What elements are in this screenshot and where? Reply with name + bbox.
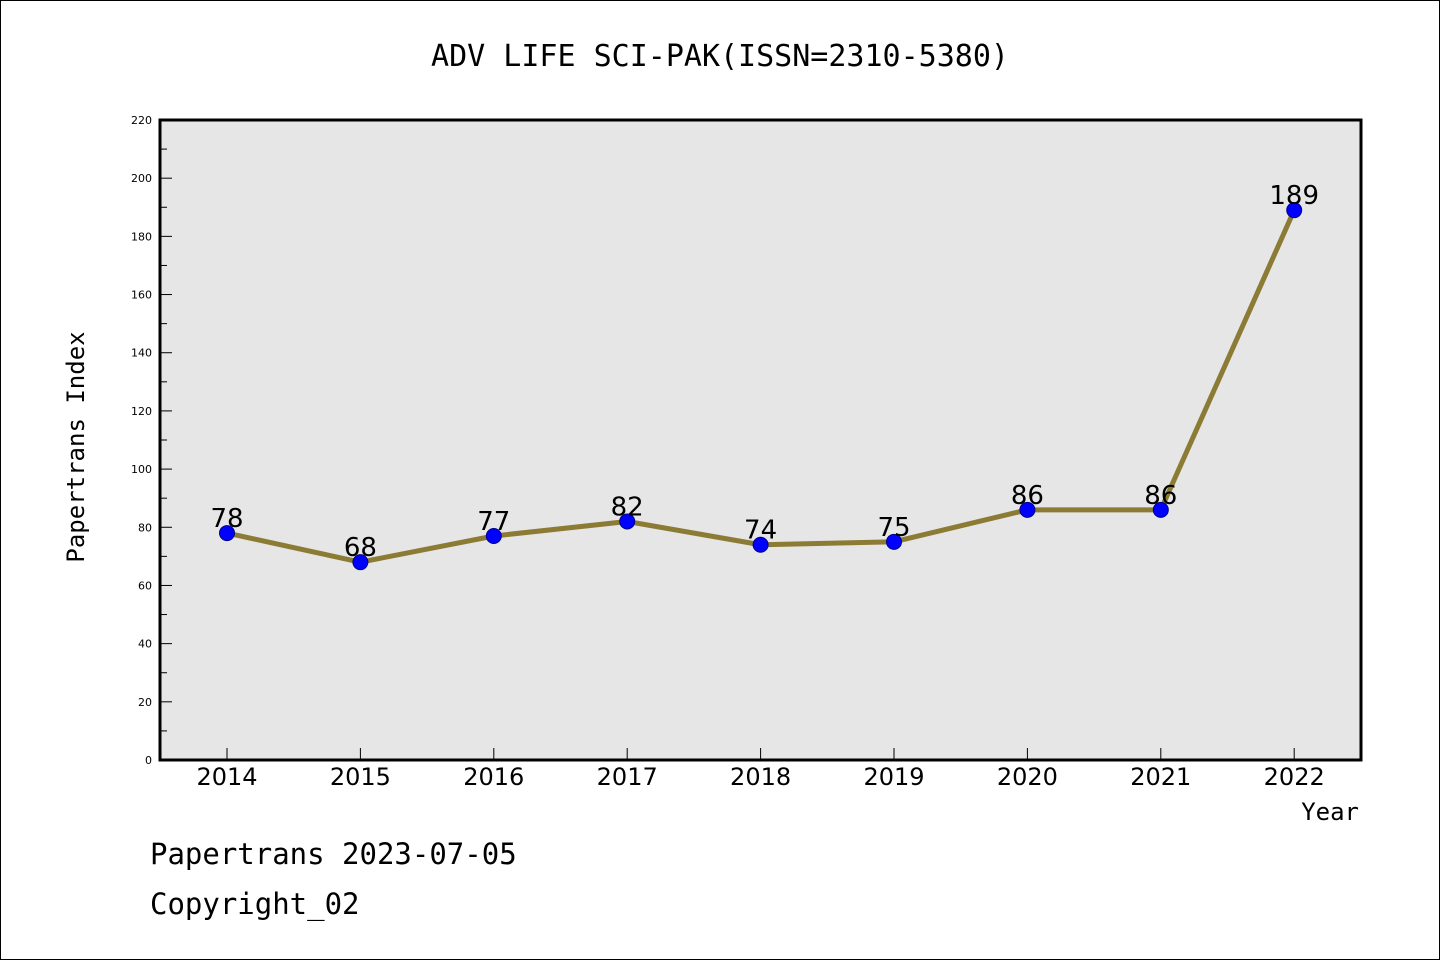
x-axis-label: Year — [1301, 798, 1359, 826]
data-label: 189 — [1269, 181, 1319, 211]
plot-area — [158, 118, 1363, 762]
x-tick-label: 2022 — [1264, 763, 1325, 791]
data-label: 86 — [1011, 481, 1044, 511]
footer-copyright: Copyright_02 — [150, 887, 360, 922]
y-tick-label: 120 — [131, 405, 152, 418]
chart-title: ADV LIFE SCI-PAK(ISSN=2310-5380) — [431, 39, 1009, 74]
series-index: 78 68 77 82 74 75 86 86 189 — [210, 181, 1319, 571]
data-point — [619, 513, 636, 530]
data-point — [1152, 501, 1169, 518]
y-axis: 0 20 40 60 80 100 120 140 160 180 200 220 — [131, 114, 172, 767]
data-label: 74 — [744, 516, 777, 546]
data-point — [1019, 501, 1036, 518]
y-tick-label: 0 — [145, 754, 152, 767]
data-label: 86 — [1144, 481, 1177, 511]
data-point — [352, 554, 369, 571]
data-point — [219, 525, 235, 542]
x-tick-label: 2018 — [730, 763, 791, 791]
x-tick-label: 2015 — [330, 763, 391, 791]
y-tick-label: 60 — [138, 579, 152, 592]
data-label: 78 — [210, 504, 243, 534]
y-tick-label: 220 — [131, 114, 152, 127]
data-label: 68 — [344, 533, 377, 563]
data-point — [752, 536, 769, 553]
data-point — [485, 528, 502, 544]
x-tick-label: 2014 — [196, 763, 257, 791]
y-tick-label: 160 — [131, 289, 152, 302]
y-tick-label: 20 — [138, 696, 152, 709]
footer-date: Papertrans 2023-07-05 — [150, 837, 517, 871]
x-tick-label: 2016 — [463, 763, 524, 791]
data-label: 75 — [877, 513, 910, 543]
data-point — [1286, 202, 1303, 219]
y-tick-label: 100 — [131, 463, 152, 476]
x-axis: 2014 2015 2016 2017 2018 2019 2020 2021 2022 — [196, 748, 1325, 791]
data-label: 82 — [611, 492, 644, 522]
x-tick-label: 2021 — [1130, 763, 1191, 791]
y-tick-label: 200 — [131, 172, 152, 185]
data-label: 77 — [477, 507, 510, 537]
x-tick-label: 2017 — [597, 763, 658, 791]
x-tick-label: 2020 — [997, 763, 1058, 791]
x-tick-label: 2019 — [863, 763, 924, 791]
y-axis-label: Papertrans Index — [62, 331, 90, 562]
y-tick-label: 40 — [138, 638, 152, 651]
y-tick-label: 80 — [138, 521, 152, 534]
y-tick-label: 180 — [131, 230, 152, 243]
y-tick-label: 140 — [131, 347, 152, 360]
data-point — [886, 533, 902, 550]
